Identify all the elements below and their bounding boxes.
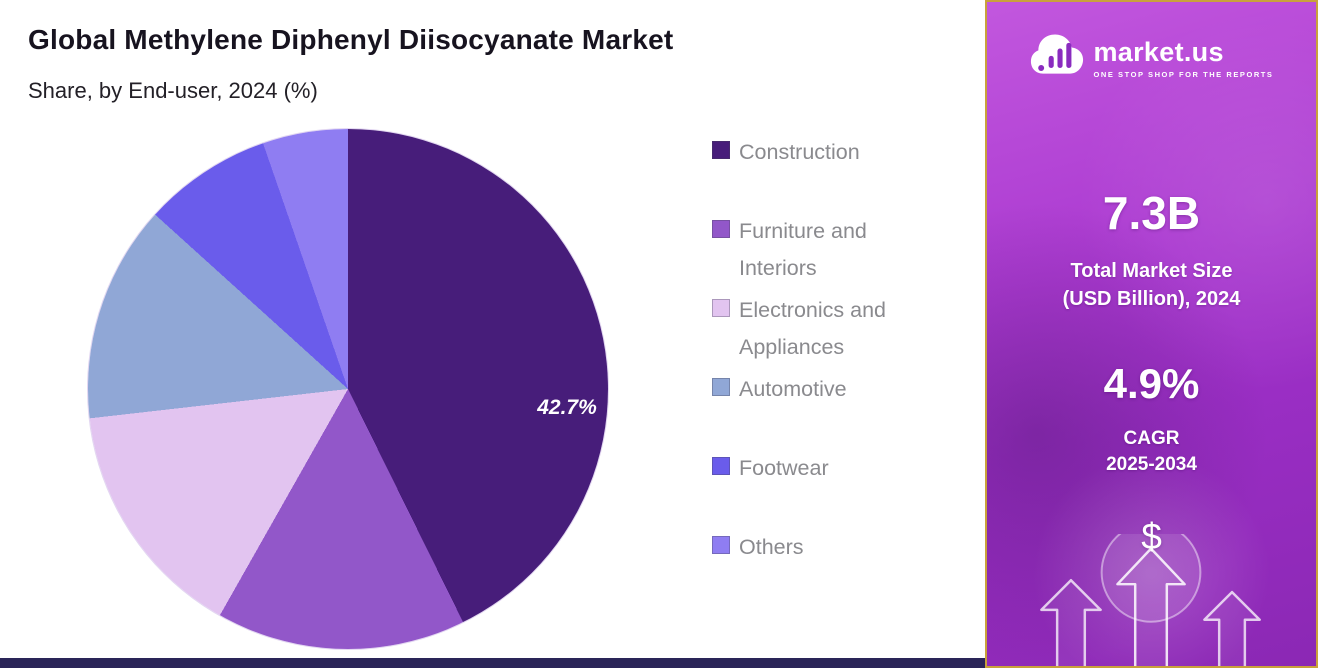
legend-swatch-icon — [712, 220, 730, 238]
logo-cloud-icon — [1030, 32, 1084, 83]
cagr-label-line2: 2025-2034 — [1106, 454, 1197, 475]
cup-circle-icon — [1100, 534, 1202, 623]
legend-item: Construction — [712, 134, 952, 213]
page-subtitle: Share, by End-user, 2024 (%) — [28, 78, 318, 103]
legend-label: Construction — [739, 140, 860, 164]
legend-item: Footwear — [712, 450, 952, 529]
legend-swatch-icon — [712, 378, 730, 396]
chart-panel: Global Methylene Diphenyl Diisocyanate M… — [28, 24, 952, 649]
legend-swatch-icon — [712, 457, 730, 475]
dollar-icon: $ — [987, 516, 1316, 558]
brand-logo: market.us ONE STOP SHOP FOR THE REPORTS — [987, 32, 1316, 83]
legend-swatch-icon — [712, 299, 730, 317]
legend-label: Automotive — [739, 377, 847, 401]
pie-data-label: 42.7% — [537, 396, 597, 419]
legend-label: Footwear — [739, 456, 829, 480]
pie-chart — [88, 129, 608, 649]
market-size-label-line1: Total Market Size — [1070, 260, 1233, 282]
brand-text: market.us ONE STOP SHOP FOR THE REPORTS — [1094, 37, 1274, 79]
bottom-accent-bar — [0, 658, 1318, 668]
cagr-value: 4.9% — [1103, 360, 1200, 407]
page-title: Global Methylene Diphenyl Diisocyanate M… — [28, 24, 674, 55]
legend-label: Others — [739, 535, 804, 559]
legend-item: Automotive — [712, 371, 952, 450]
brand-sidebar: market.us ONE STOP SHOP FOR THE REPORTS … — [985, 0, 1318, 668]
legend-swatch-icon — [712, 536, 730, 554]
brand-name: market.us — [1093, 36, 1224, 67]
brand-tagline: ONE STOP SHOP FOR THE REPORTS — [1093, 69, 1274, 79]
legend-item: Electronics and Appliances — [712, 292, 952, 371]
legend-label: Electronics and Appliances — [739, 298, 886, 359]
legend-label: Furniture and Interiors — [739, 219, 867, 280]
legend-item: Others — [712, 529, 952, 608]
legend-swatch-icon — [712, 141, 730, 159]
chart-legend: Construction Furniture and Interiors Ele… — [712, 134, 952, 608]
growth-arrows-icon — [1040, 534, 1261, 666]
market-size-value: 7.3B — [1102, 187, 1201, 239]
cagr-label-line1: CAGR — [1123, 428, 1180, 449]
legend-item: Furniture and Interiors — [712, 213, 952, 292]
market-size-label-line2: (USD Billion), 2024 — [1062, 288, 1241, 310]
